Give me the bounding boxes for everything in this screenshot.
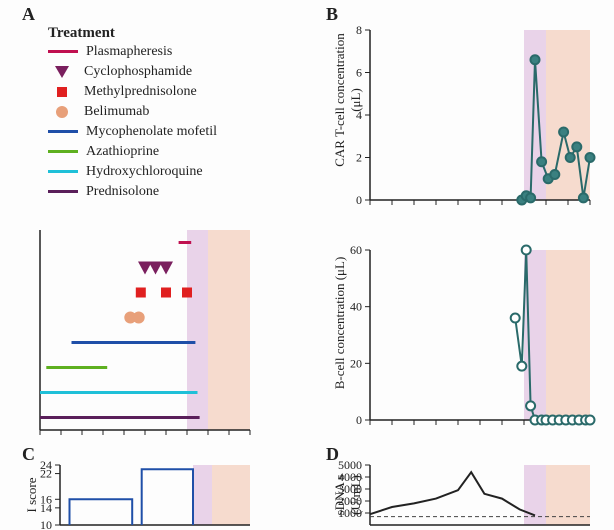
figure-svg: 0246802040601014162224100020003000400050… (0, 0, 614, 530)
ylabel-d: sDNA s (U/mL) (332, 460, 364, 530)
svg-text:0: 0 (356, 413, 362, 427)
svg-text:16: 16 (40, 492, 52, 506)
ylabel-bcell: B-cell concentration (μL) (332, 238, 348, 408)
svg-text:24: 24 (40, 458, 52, 472)
ylabel-car: CAR T-cell concentration (μL) (332, 30, 364, 170)
svg-text:60: 60 (350, 243, 362, 257)
ylabel-c: I score (24, 460, 40, 530)
svg-text:0: 0 (356, 193, 362, 207)
svg-text:40: 40 (350, 300, 362, 314)
svg-text:20: 20 (350, 356, 362, 370)
svg-text:10: 10 (40, 518, 52, 530)
